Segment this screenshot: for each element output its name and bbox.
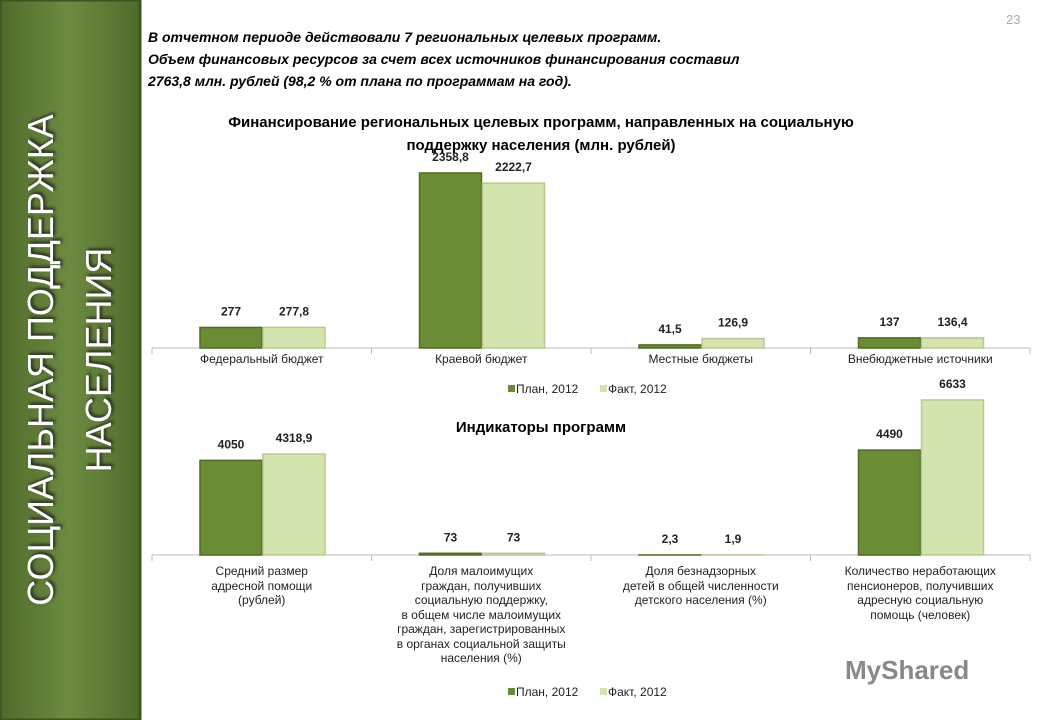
data-label: 4318,9 [276, 431, 313, 445]
x-tick-label: Федеральный бюджет [199, 352, 324, 366]
sidebar-title: СОЦИАЛЬНАЯ ПОДДЕРЖКА НАСЕЛЕНИЯ [20, 114, 119, 606]
x-tick-label: Количество неработающих пенсионеров, пол… [844, 564, 996, 622]
data-label: 2,3 [662, 532, 679, 546]
data-label: 4050 [218, 437, 245, 451]
bar [199, 326, 263, 349]
data-label: 4490 [876, 427, 903, 441]
x-tick-label: Доля малоимущих граждан, получивших соци… [396, 564, 566, 665]
x-tick-label: Краевой бюджет [435, 352, 528, 366]
bar [857, 449, 922, 556]
chart-title: Индикаторы программ [455, 419, 627, 436]
legend-label: План, 2012 [516, 685, 579, 699]
bar [920, 399, 985, 556]
bar [481, 182, 546, 349]
data-label: 2358,8 [432, 150, 469, 164]
bar [262, 453, 326, 556]
legend-label: Факт, 2012 [608, 685, 667, 699]
legend-swatch [508, 385, 515, 392]
x-tick-label: Внебюджетные источники [847, 352, 993, 366]
data-label: 126,9 [718, 316, 748, 330]
bar [701, 337, 765, 349]
bar [920, 337, 985, 349]
bar [857, 337, 922, 349]
chart-title: Финансирование региональных целевых прог… [228, 114, 854, 154]
sidebar [0, 0, 142, 720]
watermark: MyShared [845, 655, 970, 685]
data-label: 2222,7 [495, 160, 532, 174]
bar [199, 459, 263, 556]
x-tick-label: Местные бюджеты [648, 352, 754, 366]
legend-swatch [600, 688, 607, 695]
data-label: 73 [507, 530, 521, 544]
page-number: 23 [1006, 12, 1021, 27]
data-label: 41,5 [658, 322, 682, 336]
legend-swatch [600, 385, 607, 392]
legend-label: План, 2012 [516, 382, 579, 396]
data-label: 136,4 [937, 315, 967, 329]
bar [638, 344, 702, 349]
bar [418, 172, 483, 349]
x-tick-label: Доля безнадзорных детей в общей численно… [622, 564, 779, 607]
bar [481, 552, 546, 556]
intro-text: В отчетном периоде действовали 7 региона… [148, 29, 740, 89]
data-label: 277 [221, 304, 241, 318]
data-label: 1,9 [725, 532, 742, 546]
legend-label: Факт, 2012 [608, 382, 667, 396]
data-label: 73 [444, 530, 458, 544]
data-label: 6633 [939, 377, 966, 391]
x-tick-label: Средний размер адресной помощи (рублей) [211, 564, 313, 607]
data-label: 277,8 [279, 304, 309, 318]
legend-swatch [508, 688, 515, 695]
data-label: 137 [879, 315, 899, 329]
bar [418, 552, 483, 556]
bar [262, 326, 326, 349]
